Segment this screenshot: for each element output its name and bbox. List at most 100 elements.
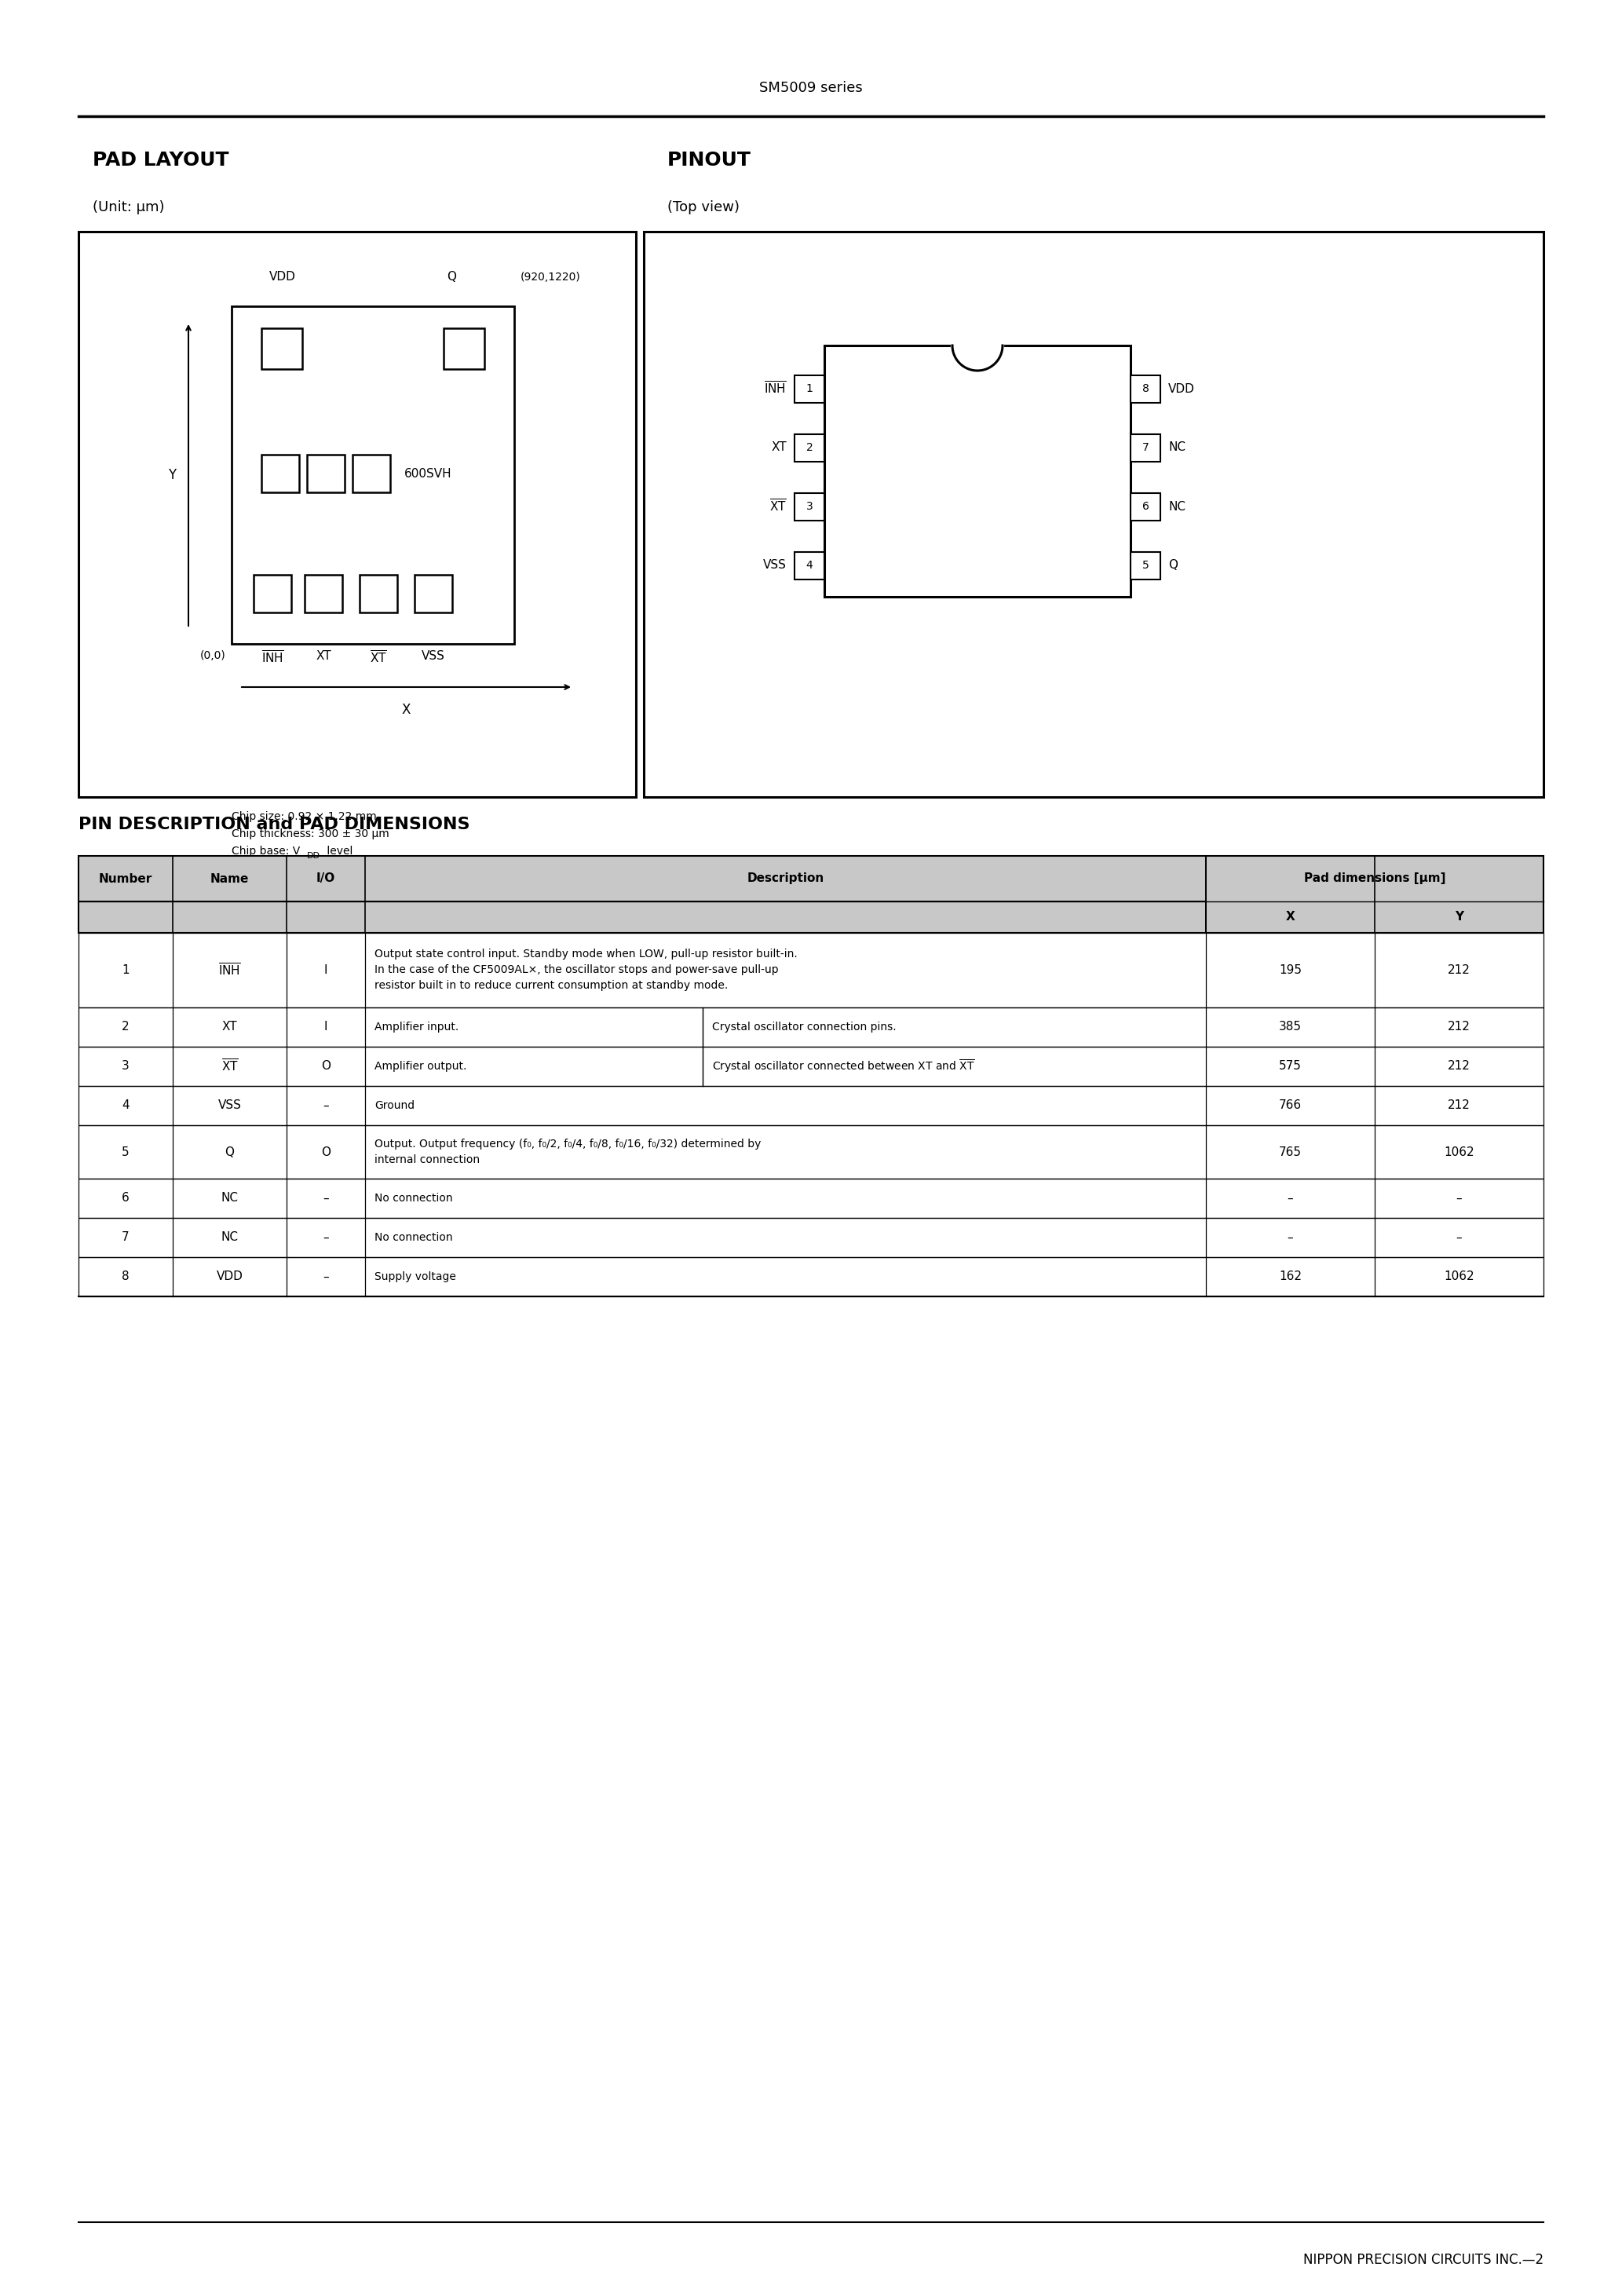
Bar bbox=[415, 574, 453, 613]
Bar bbox=[443, 328, 485, 370]
Bar bbox=[644, 232, 1544, 797]
Text: (Unit: μm): (Unit: μm) bbox=[92, 200, 164, 214]
Text: $\overline{\mathrm{INH}}$: $\overline{\mathrm{INH}}$ bbox=[219, 962, 242, 978]
Bar bbox=[78, 1178, 1544, 1217]
Text: 575: 575 bbox=[1280, 1061, 1301, 1072]
Polygon shape bbox=[952, 344, 1002, 370]
Bar bbox=[305, 574, 342, 613]
Text: 8: 8 bbox=[122, 1272, 130, 1283]
Bar bbox=[78, 856, 1544, 902]
Text: NC: NC bbox=[1168, 501, 1186, 512]
Text: NC: NC bbox=[221, 1231, 238, 1244]
Text: Crystal oscillator connected between XT and $\overline{\mathrm{XT}}$: Crystal oscillator connected between XT … bbox=[712, 1058, 975, 1075]
Bar bbox=[795, 551, 824, 579]
Text: Chip base: V: Chip base: V bbox=[232, 845, 300, 856]
Text: I: I bbox=[324, 964, 328, 976]
Text: 385: 385 bbox=[1278, 1022, 1302, 1033]
Text: Output. Output frequency (f₀, f₀/2, f₀/4, f₀/8, f₀/16, f₀/32) determined by: Output. Output frequency (f₀, f₀/2, f₀/4… bbox=[375, 1139, 761, 1150]
Text: –: – bbox=[1288, 1192, 1293, 1203]
Text: $\overline{\mathrm{XT}}$: $\overline{\mathrm{XT}}$ bbox=[769, 498, 787, 514]
Text: VDD: VDD bbox=[1168, 383, 1195, 395]
Text: Q: Q bbox=[225, 1146, 234, 1157]
Text: 6: 6 bbox=[1142, 501, 1148, 512]
Text: I/O: I/O bbox=[316, 872, 336, 884]
Bar bbox=[307, 455, 344, 491]
Text: PAD LAYOUT: PAD LAYOUT bbox=[92, 152, 229, 170]
Text: –: – bbox=[323, 1231, 329, 1244]
Text: 6: 6 bbox=[122, 1192, 130, 1203]
Text: NIPPON PRECISION CIRCUITS INC.—2: NIPPON PRECISION CIRCUITS INC.—2 bbox=[1302, 2252, 1544, 2266]
Text: resistor built in to reduce current consumption at standby mode.: resistor built in to reduce current cons… bbox=[375, 980, 728, 992]
Text: VDD: VDD bbox=[216, 1272, 243, 1283]
Text: NC: NC bbox=[1168, 441, 1186, 455]
Text: 3: 3 bbox=[806, 501, 813, 512]
Text: XT: XT bbox=[316, 650, 331, 661]
Text: 7: 7 bbox=[122, 1231, 130, 1244]
Text: $\overline{\mathrm{XT}}$: $\overline{\mathrm{XT}}$ bbox=[370, 650, 388, 666]
Text: NC: NC bbox=[221, 1192, 238, 1203]
Text: Crystal oscillator connection pins.: Crystal oscillator connection pins. bbox=[712, 1022, 897, 1033]
Bar bbox=[261, 455, 298, 491]
Text: Q: Q bbox=[446, 271, 456, 282]
Text: O: O bbox=[321, 1061, 331, 1072]
Text: 1: 1 bbox=[806, 383, 813, 395]
Text: X: X bbox=[402, 703, 410, 716]
Bar bbox=[1131, 374, 1160, 402]
Text: VDD: VDD bbox=[269, 271, 295, 282]
Bar bbox=[1131, 551, 1160, 579]
Text: 212: 212 bbox=[1448, 1100, 1471, 1111]
Text: PIN DESCRIPTION and PAD DIMENSIONS: PIN DESCRIPTION and PAD DIMENSIONS bbox=[78, 817, 470, 833]
Bar bbox=[360, 574, 397, 613]
Text: –: – bbox=[323, 1272, 329, 1283]
Text: Output state control input. Standby mode when LOW, pull-up resistor built-in.: Output state control input. Standby mode… bbox=[375, 948, 798, 960]
Text: (Top view): (Top view) bbox=[667, 200, 740, 214]
Text: VSS: VSS bbox=[422, 650, 444, 661]
Text: –: – bbox=[323, 1100, 329, 1111]
Bar bbox=[78, 856, 1544, 932]
Text: 2: 2 bbox=[806, 443, 813, 452]
Text: 5: 5 bbox=[122, 1146, 130, 1157]
Text: 1: 1 bbox=[122, 964, 130, 976]
Text: level: level bbox=[323, 845, 354, 856]
Bar bbox=[78, 1086, 1544, 1125]
Text: 765: 765 bbox=[1278, 1146, 1302, 1157]
Text: SM5009 series: SM5009 series bbox=[759, 80, 863, 94]
Bar bbox=[1131, 434, 1160, 461]
Text: $\overline{\mathrm{XT}}$: $\overline{\mathrm{XT}}$ bbox=[221, 1058, 238, 1075]
Text: –: – bbox=[1288, 1231, 1293, 1244]
Bar bbox=[78, 932, 1544, 1008]
Text: 212: 212 bbox=[1448, 1022, 1471, 1033]
Text: VSS: VSS bbox=[217, 1100, 242, 1111]
Text: $\overline{\mathrm{INH}}$: $\overline{\mathrm{INH}}$ bbox=[261, 650, 284, 666]
Text: (0,0): (0,0) bbox=[200, 650, 225, 661]
Text: –: – bbox=[1457, 1192, 1461, 1203]
Text: –: – bbox=[323, 1192, 329, 1203]
Text: Y: Y bbox=[169, 468, 175, 482]
Bar bbox=[824, 344, 1131, 597]
Text: Chip thickness: 300 ± 30 μm: Chip thickness: 300 ± 30 μm bbox=[232, 829, 389, 840]
Text: Number: Number bbox=[99, 872, 152, 884]
Text: Chip size: 0.92 × 1.22 mm: Chip size: 0.92 × 1.22 mm bbox=[232, 810, 376, 822]
Text: Amplifier output.: Amplifier output. bbox=[375, 1061, 467, 1072]
Text: X: X bbox=[1286, 912, 1294, 923]
Text: 7: 7 bbox=[1142, 443, 1148, 452]
Text: VSS: VSS bbox=[764, 560, 787, 572]
Text: 600SVH: 600SVH bbox=[404, 468, 453, 480]
Text: 4: 4 bbox=[806, 560, 813, 572]
Bar bbox=[78, 902, 1205, 932]
Text: XT: XT bbox=[222, 1022, 237, 1033]
Bar bbox=[78, 232, 636, 797]
Text: (920,1220): (920,1220) bbox=[521, 271, 581, 282]
Text: XT: XT bbox=[770, 441, 787, 455]
Text: Y: Y bbox=[1455, 912, 1463, 923]
Text: $\overline{\mathrm{INH}}$: $\overline{\mathrm{INH}}$ bbox=[764, 381, 787, 397]
Text: 195: 195 bbox=[1278, 964, 1302, 976]
Bar bbox=[78, 1217, 1544, 1258]
Text: 212: 212 bbox=[1448, 964, 1471, 976]
Text: Description: Description bbox=[746, 872, 824, 884]
Bar bbox=[795, 374, 824, 402]
Text: Ground: Ground bbox=[375, 1100, 415, 1111]
Text: Q: Q bbox=[1168, 560, 1178, 572]
Bar bbox=[253, 574, 292, 613]
Text: 2: 2 bbox=[122, 1022, 130, 1033]
